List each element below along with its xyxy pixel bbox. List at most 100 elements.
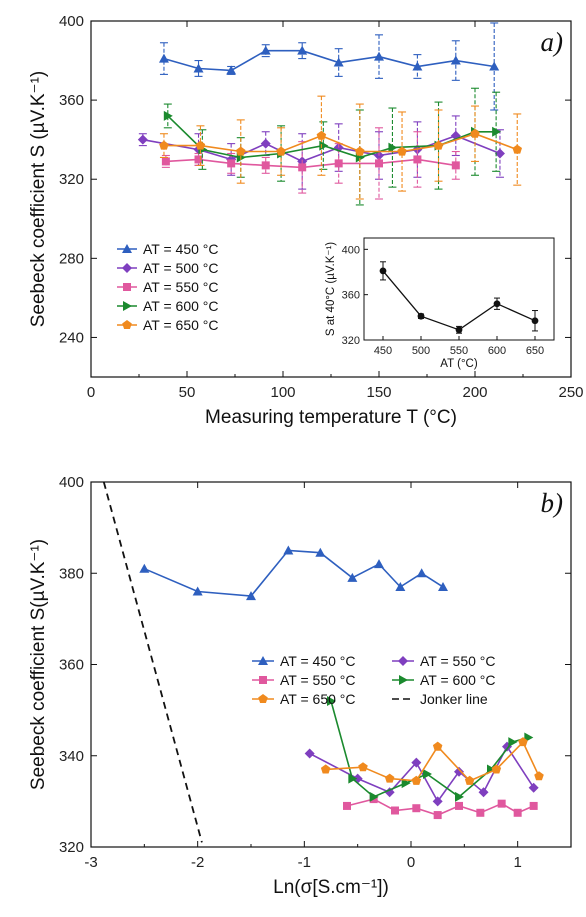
panel-b-x-axis-label: Ln(σ[S.cm⁻¹]) [273,877,389,898]
panel-b-series-0-point [139,563,150,573]
panel-b-series-2-point [497,799,506,808]
inset-x-tick-label: 600 [488,345,506,357]
panel-b-series-0-point [246,591,256,601]
panel-a-x-tick-label: 150 [366,384,391,401]
panel-b-series-3-point [508,737,518,748]
panel-b-legend-label: AT = 450 °C [280,653,356,669]
panel-a-series-2-point [298,163,307,172]
panel-a-series-0-point [260,45,271,55]
inset-point [531,317,539,325]
panel-b-series-0-point [416,568,427,578]
panel-b-series-5-line [102,481,203,843]
panel-b-series-4-point [358,762,368,772]
inset-x-tick-label: 500 [412,345,430,357]
panel-a-series-0-point [412,61,423,71]
panel-b-series-4-point [384,773,395,783]
panel-a-x-axis-label: Measuring temperature T (°C) [205,407,457,428]
panel-a-series-3-point [492,126,502,137]
panel-b-series-2-point [412,804,421,813]
panel-b-series-2-line [346,798,535,816]
inset-y-tick-label: 320 [342,335,360,347]
panel-b-series-4-point [534,771,544,781]
panel-b-series-0-line [143,549,444,597]
panel-b-series-0-point [347,572,358,582]
panel-a-series-4-line [164,132,518,153]
panel-a-series-4-point [397,146,407,156]
panel-b-legend-marker [258,694,268,703]
panel-a-series-3-point [388,142,398,153]
panel-a-series-0-point [374,51,384,61]
panel-b-series-0-point [315,547,326,557]
inset-point [493,300,501,308]
panel-b-series-1-point [454,766,464,777]
inset-point [417,312,425,320]
panel-b-panel-label: b) [541,488,564,518]
panel-b-series-1-point [478,787,489,798]
panel-a-series-4-point [355,146,365,156]
panel-a-legend-label: AT = 500 °C [143,260,219,276]
panel-a-series-0-line [163,49,495,72]
panel-b-series-4-point [491,764,502,774]
panel-b-series-0-point [374,559,384,569]
panel-b-series-0-point [283,545,294,555]
inset-y-tick-label: 360 [342,290,360,302]
panel-b-series-3-point [327,696,336,706]
panel-b-series-0-point [438,581,448,591]
panel-b-y-tick-label: 320 [59,839,84,856]
panel-a-series-3-line [167,115,497,159]
panel-a-series-0-point [158,53,169,63]
panel-b-legend-label: AT = 650 °C [280,691,356,707]
panel-b-x-tick-label: -3 [84,854,97,871]
panel-a-series-0-point [489,61,500,71]
panel-b-series-1-point [528,782,539,793]
panel-b-legend-label: Jonker line [420,691,488,707]
panel-b-series-2-point [343,801,351,810]
panel-b-legend-label: AT = 600 °C [420,672,496,688]
panel-b-x-tick-label: -2 [191,854,204,871]
panel-a-series-4-point [195,140,206,150]
panel-b-series-1-point [411,757,422,768]
panel-a-series-0-point [226,65,237,75]
panel-a-legend-label: AT = 650 °C [143,317,219,333]
panel-b-series-3-line [330,700,529,798]
panel-a-series-2-point [334,159,343,168]
panel-b-series-2-point [433,811,442,820]
panel-a-legend-label: AT = 600 °C [143,298,219,314]
panel-a-x-tick-label: 250 [558,384,583,401]
inset-point [379,267,387,275]
panel-a-y-tick-label: 280 [59,250,84,267]
panel-b-legend-marker [258,656,268,665]
panel-b-series-1-point [432,796,443,807]
panel-b-series-2-point [455,801,463,810]
inset-y-axis-label: S at 40°C (µV.K⁻¹) [325,242,337,336]
panel-a-legend-marker [123,283,131,291]
panel-a-y-tick-label: 320 [59,171,84,188]
panel-a-series-4-point [512,144,522,154]
panel-a-legend-marker [122,263,132,273]
panel-a-series-0-point [333,57,344,67]
panel-b-series-3-point [423,769,432,779]
panel-a-series-4-point [316,130,327,140]
panel-b-legend-label: AT = 550 °C [280,672,356,688]
panel-a-x-tick-label: 0 [87,384,95,401]
panel-a-y-tick-label: 400 [59,13,84,30]
panel-a-series-1-point [494,148,505,159]
panel-b-series-2-point [513,808,522,817]
panel-a-series-4-point [236,146,246,156]
panel-b-y-tick-label: 380 [59,565,84,582]
panel-a-series-0-point [193,63,204,73]
panel-b-legend-marker [398,656,408,666]
panel-a-series-2-point [451,161,460,170]
panel-b-y-tick-label: 360 [59,657,84,674]
panel-b-series-4-point [464,775,475,785]
panel-b-series-4-point [411,775,422,785]
panel-a-y-tick-label: 240 [59,329,84,346]
panel-a-x-tick-label: 200 [462,384,487,401]
panel-b-x-tick-label: 1 [513,854,521,871]
panel-a-series-2-point [194,155,203,164]
panel-b-series-4-point [432,741,443,751]
panel-b-x-tick-label: 0 [407,854,415,871]
panel-a-x-tick-label: 100 [270,384,295,401]
panel-b-series-2-point [476,808,485,817]
panel-b-series-1-point [304,748,315,759]
